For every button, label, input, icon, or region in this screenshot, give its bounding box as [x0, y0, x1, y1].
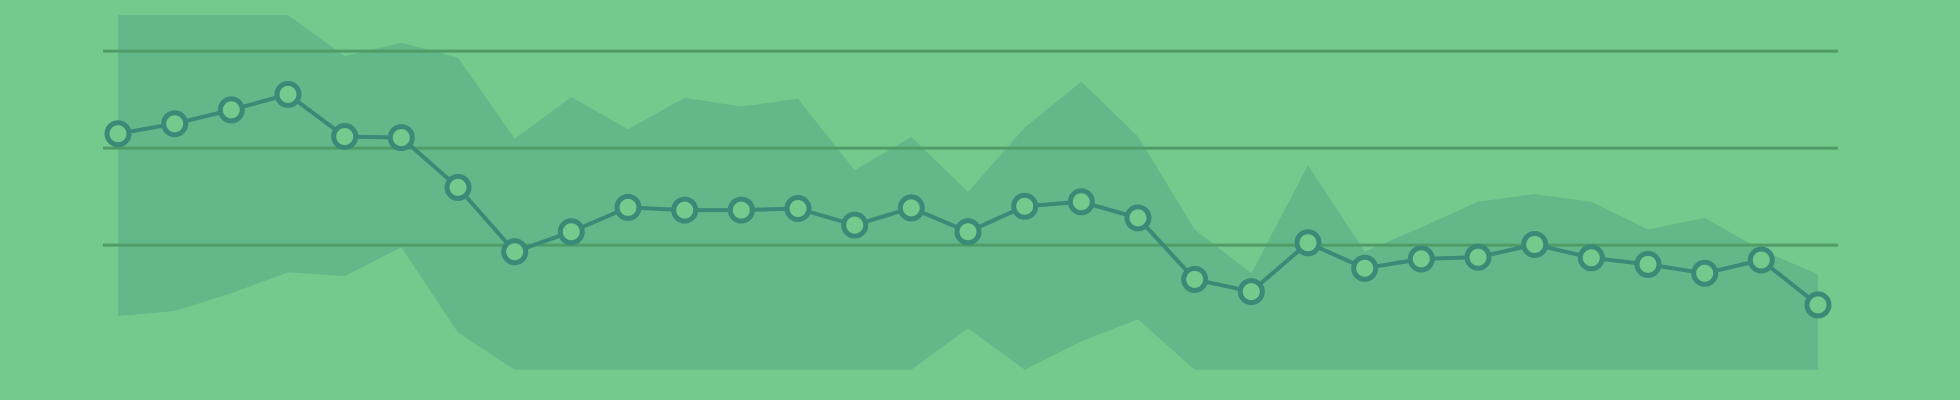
data-point-5[interactable] — [331, 123, 359, 150]
data-point-30[interactable] — [1747, 246, 1775, 274]
data-point-27[interactable] — [1577, 244, 1605, 272]
data-point-19[interactable] — [1124, 204, 1152, 232]
data-point-22[interactable] — [1294, 229, 1322, 257]
data-point-6[interactable] — [387, 124, 415, 152]
data-point-17[interactable] — [1011, 192, 1039, 220]
data-point-18[interactable] — [1067, 188, 1095, 216]
marker-layer — [104, 80, 1832, 319]
data-point-24[interactable] — [1407, 245, 1435, 273]
gridline-layer — [103, 49, 1838, 247]
data-point-25[interactable] — [1464, 243, 1492, 271]
data-point-9[interactable] — [557, 218, 585, 246]
range-band — [118, 15, 1818, 370]
data-point-29[interactable] — [1691, 259, 1719, 287]
data-point-10[interactable] — [614, 193, 642, 221]
data-point-20[interactable] — [1181, 265, 1209, 293]
data-point-16[interactable] — [954, 218, 982, 246]
range-band-layer — [118, 15, 1818, 370]
data-point-15[interactable] — [897, 194, 925, 222]
data-point-21[interactable] — [1237, 278, 1265, 306]
data-point-26[interactable] — [1521, 231, 1549, 258]
data-point-11[interactable] — [671, 196, 699, 224]
data-point-14[interactable] — [841, 211, 869, 239]
data-point-3[interactable] — [217, 96, 245, 124]
data-point-2[interactable] — [161, 110, 189, 138]
data-point-1[interactable] — [104, 120, 132, 148]
data-point-13[interactable] — [784, 195, 812, 222]
data-point-23[interactable] — [1351, 254, 1379, 282]
data-point-12[interactable] — [727, 196, 755, 224]
data-point-4[interactable] — [274, 80, 302, 108]
data-point-7[interactable] — [444, 173, 472, 201]
data-point-8[interactable] — [501, 238, 529, 266]
data-point-31[interactable] — [1804, 291, 1832, 319]
data-point-28[interactable] — [1634, 250, 1662, 278]
